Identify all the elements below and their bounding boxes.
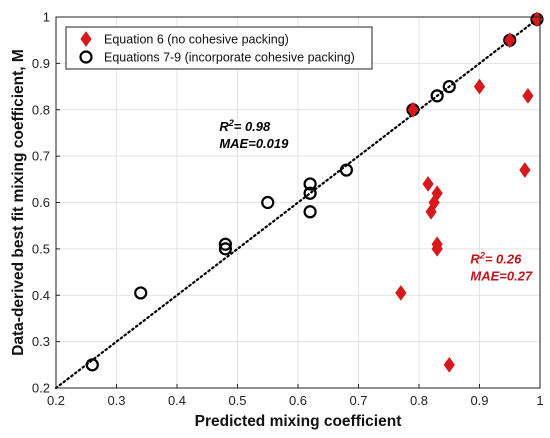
data-point-equations-7-9 xyxy=(218,237,232,251)
data-point-equation-6 xyxy=(431,241,443,257)
annotations: R2= 0.98 MAE=0.019 R2= 0.26 MAE=0.27 xyxy=(219,118,533,284)
data-point-equation-6 xyxy=(395,285,407,301)
data-point-equation-6 xyxy=(504,32,516,49)
x-tick-label: 0.2 xyxy=(47,393,65,408)
x-tick-label: 0.6 xyxy=(289,393,307,408)
x-tick-label: 0.8 xyxy=(410,393,428,408)
data-point-equations-7-9 xyxy=(85,358,99,372)
y-tick-label: 0.8 xyxy=(32,102,50,117)
data-point-equations-7-9 xyxy=(218,242,232,256)
annotation-mae: MAE=0.27 xyxy=(470,269,533,284)
y-tick-label: 0.3 xyxy=(32,334,50,349)
y-tick-label: 0.7 xyxy=(32,149,50,164)
data-point-equation-6 xyxy=(422,176,434,192)
y-axis-ticks: 0.2 0.3 0.4 0.5 0.6 0.7 0.8 0.9 1 xyxy=(32,10,60,396)
legend: Equation 6 (no cohesive packing) Equation… xyxy=(65,26,373,70)
y-tick-label: 0.9 xyxy=(32,56,50,71)
legend-box xyxy=(65,26,373,70)
annotation-r-squared: R2= 0.98 xyxy=(219,118,271,134)
legend-label: Equations 7-9 (incorporate cohesive pack… xyxy=(104,51,355,65)
data-point-equation-6 xyxy=(473,78,486,95)
data-point-equations-7-9 xyxy=(430,89,444,103)
x-tick-label: 0.9 xyxy=(470,393,488,408)
y-tick-label: 0.6 xyxy=(32,195,50,210)
data-point-equation-6 xyxy=(522,87,534,104)
legend-label: Equation 6 (no cohesive packing) xyxy=(104,33,289,47)
x-tick-label: 0.7 xyxy=(349,393,367,408)
x-axis-title: Predicted mixing coefficient xyxy=(195,413,402,430)
fit-line xyxy=(54,15,542,390)
x-axis-ticks: 0.2 0.3 0.4 0.5 0.6 0.7 0.8 0.9 1 xyxy=(47,384,544,408)
data-point-equations-7-9 xyxy=(134,286,148,300)
legend-marker-diamond xyxy=(80,31,92,47)
annotation-r-squared: R2= 0.26 xyxy=(470,251,522,267)
data-point-equations-7-9 xyxy=(303,177,317,191)
y-axis-title: Data-derived best fit mixing coefficient… xyxy=(10,49,27,356)
x-tick-label: 0.4 xyxy=(168,393,186,408)
x-tick-label: 0.3 xyxy=(107,393,125,408)
data-point-equation-6 xyxy=(443,356,455,373)
y-tick-label: 1 xyxy=(43,10,50,25)
data-point-equation-6 xyxy=(519,162,531,178)
y-tick-label: 0.5 xyxy=(32,241,50,256)
annotation-mae: MAE=0.019 xyxy=(219,136,289,151)
data-point-equations-7-9 xyxy=(442,79,456,94)
y-tick-label: 0.2 xyxy=(32,381,50,396)
data-point-equations-7-9 xyxy=(339,163,353,177)
y-tick-label: 0.4 xyxy=(32,288,50,303)
x-tick-label: 1 xyxy=(536,393,543,408)
data-point-equations-7-9 xyxy=(303,205,317,219)
data-point-equation-6 xyxy=(431,185,443,202)
data-point-equation-6 xyxy=(407,101,419,118)
legend-marker-circle xyxy=(79,50,93,64)
data-points xyxy=(85,11,544,373)
data-point-equations-7-9 xyxy=(261,195,275,210)
data-point-equations-7-9 xyxy=(303,186,317,200)
x-tick-label: 0.5 xyxy=(228,393,246,408)
